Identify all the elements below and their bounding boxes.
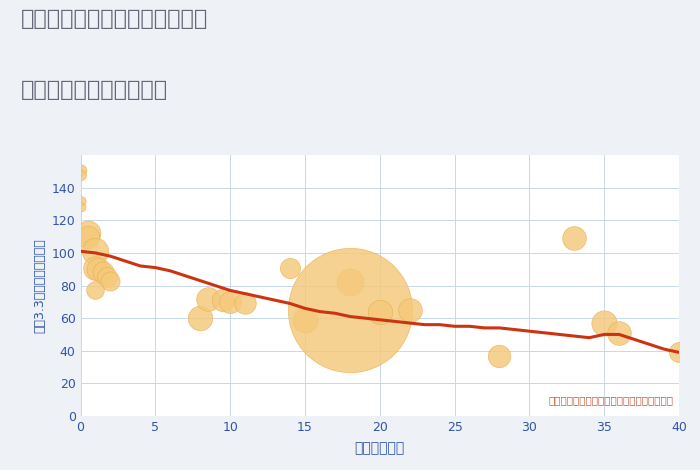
Point <box>374 308 385 315</box>
Point <box>202 295 214 302</box>
Point <box>75 204 86 211</box>
Point <box>90 264 101 271</box>
Text: 円の大きさは、取引のあった物件面積を示す: 円の大きさは、取引のあった物件面積を示す <box>548 396 673 406</box>
Point <box>673 349 685 356</box>
Point <box>75 166 86 173</box>
Point <box>83 229 94 237</box>
Point <box>195 314 206 322</box>
Point <box>90 287 101 294</box>
Point <box>598 319 610 327</box>
Point <box>217 297 228 304</box>
Point <box>239 300 251 307</box>
Point <box>284 264 295 271</box>
Y-axis label: 坪（3.3㎡）単価（万円）: 坪（3.3㎡）単価（万円） <box>33 238 46 333</box>
Point <box>404 306 415 314</box>
Point <box>102 274 113 281</box>
Point <box>75 171 86 179</box>
Point <box>93 266 104 273</box>
Point <box>97 269 108 276</box>
Point <box>105 277 116 284</box>
Point <box>344 306 356 314</box>
Point <box>83 233 94 240</box>
X-axis label: 築年数（年）: 築年数（年） <box>355 441 405 455</box>
Point <box>75 197 86 204</box>
Point <box>494 352 505 360</box>
Point <box>344 279 356 286</box>
Text: 愛知県名古屋市中川区畑田町の: 愛知県名古屋市中川区畑田町の <box>21 9 209 30</box>
Point <box>568 235 580 242</box>
Text: 築年数別中古戸建て価格: 築年数別中古戸建て価格 <box>21 80 168 100</box>
Point <box>225 298 236 306</box>
Point <box>300 316 311 323</box>
Point <box>90 248 101 255</box>
Point <box>613 329 624 337</box>
